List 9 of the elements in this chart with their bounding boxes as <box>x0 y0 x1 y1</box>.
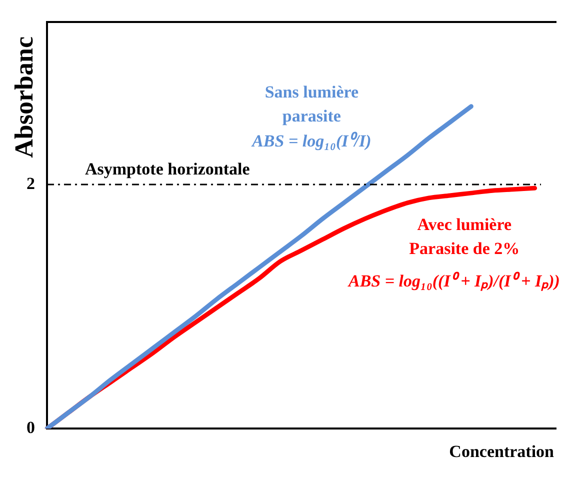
text: Sans lumière parasite <box>264 82 359 126</box>
y-tick-label: 0 <box>26 418 35 437</box>
ref-line-label: Asymptote horizontale <box>85 159 250 178</box>
annotation: ABS = log₁₀(I⁰/I) <box>251 131 372 150</box>
y-axis-title: Absorbanc <box>10 36 39 158</box>
series-label: Avec lumière Parasite de 2% <box>409 214 520 258</box>
x-axis-title: Concentration <box>449 442 555 461</box>
annotation: ABS = log₁₀((I⁰ + Iₚ)/(I⁰ + Iₚ)) <box>347 272 560 292</box>
y-tick-label: 2 <box>26 174 35 193</box>
